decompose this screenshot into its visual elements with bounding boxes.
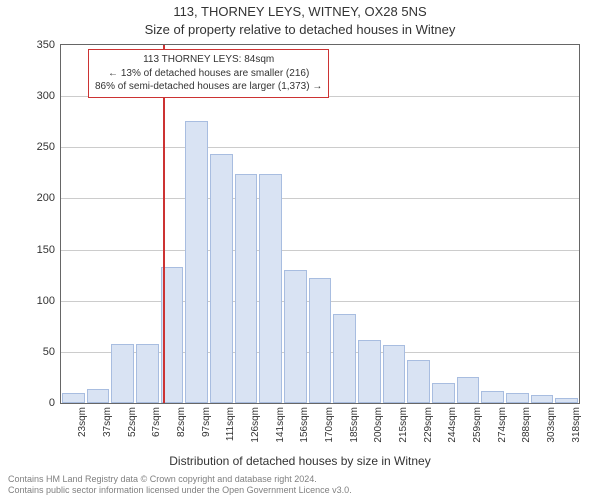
bars-container: [61, 45, 579, 403]
x-tick-label: 229sqm: [423, 403, 434, 443]
x-tick-label: 23sqm: [77, 403, 88, 437]
attribution-footer: Contains HM Land Registry data © Crown c…: [8, 474, 352, 497]
x-tick-label: 111sqm: [225, 403, 236, 441]
histogram-bar: [333, 314, 356, 403]
x-tick-label: 274sqm: [497, 403, 508, 443]
histogram-bar: [506, 393, 529, 403]
histogram-bar: [235, 174, 258, 403]
footer-line1: Contains HM Land Registry data © Crown c…: [8, 474, 352, 486]
histogram-bar: [136, 344, 159, 403]
histogram-bar: [87, 389, 110, 403]
x-tick-label: 200sqm: [373, 403, 384, 443]
histogram-bar: [432, 383, 455, 403]
x-tick-label: 288sqm: [521, 403, 532, 443]
histogram-bar: [531, 395, 554, 403]
x-tick-label: 97sqm: [201, 403, 212, 437]
histogram-bar: [259, 174, 282, 403]
y-tick-label: 50: [43, 346, 61, 358]
histogram-bar: [457, 377, 480, 403]
x-tick-label: 215sqm: [398, 403, 409, 443]
property-marker-line: [163, 45, 165, 403]
histogram-bar: [358, 340, 381, 403]
x-tick-label: 259sqm: [472, 403, 483, 443]
y-tick-label: 300: [37, 90, 61, 102]
annotation-line1: 113 THORNEY LEYS: 84sqm: [95, 53, 322, 67]
annotation-box: 113 THORNEY LEYS: 84sqm ← 13% of detache…: [88, 49, 329, 98]
x-axis-label: Distribution of detached houses by size …: [0, 454, 600, 468]
x-tick-label: 67sqm: [151, 403, 162, 437]
x-tick-label: 185sqm: [349, 403, 360, 443]
y-tick-label: 250: [37, 141, 61, 153]
histogram-bar: [407, 360, 430, 403]
chart-title-subtitle: Size of property relative to detached ho…: [0, 22, 600, 37]
x-tick-label: 318sqm: [571, 403, 582, 443]
y-tick-label: 350: [37, 39, 61, 51]
histogram-bar: [383, 345, 406, 403]
histogram-bar: [111, 344, 134, 403]
histogram-bar: [555, 398, 578, 403]
histogram-bar: [481, 391, 504, 403]
x-tick-label: 303sqm: [546, 403, 557, 443]
x-tick-label: 37sqm: [102, 403, 113, 437]
y-tick-label: 100: [37, 295, 61, 307]
x-tick-label: 126sqm: [250, 403, 261, 443]
histogram-bar: [62, 393, 85, 403]
chart-title-address: 113, THORNEY LEYS, WITNEY, OX28 5NS: [0, 4, 600, 19]
annotation-line3: 86% of semi-detached houses are larger (…: [95, 80, 322, 94]
histogram-bar: [284, 270, 307, 403]
histogram-bar: [185, 121, 208, 403]
property-size-chart: 113, THORNEY LEYS, WITNEY, OX28 5NS Size…: [0, 0, 600, 500]
plot-area: 113 THORNEY LEYS: 84sqm ← 13% of detache…: [60, 44, 580, 404]
y-tick-label: 150: [37, 244, 61, 256]
x-tick-label: 52sqm: [127, 403, 138, 437]
y-tick-label: 0: [49, 397, 61, 409]
histogram-bar: [309, 278, 332, 403]
histogram-bar: [210, 154, 233, 403]
footer-line2: Contains public sector information licen…: [8, 485, 352, 497]
annotation-line2: ← 13% of detached houses are smaller (21…: [95, 67, 322, 81]
x-tick-label: 156sqm: [299, 403, 310, 443]
x-tick-label: 82sqm: [176, 403, 187, 437]
x-tick-label: 170sqm: [324, 403, 335, 443]
x-tick-label: 244sqm: [447, 403, 458, 443]
y-tick-label: 200: [37, 192, 61, 204]
x-tick-label: 141sqm: [275, 403, 286, 443]
